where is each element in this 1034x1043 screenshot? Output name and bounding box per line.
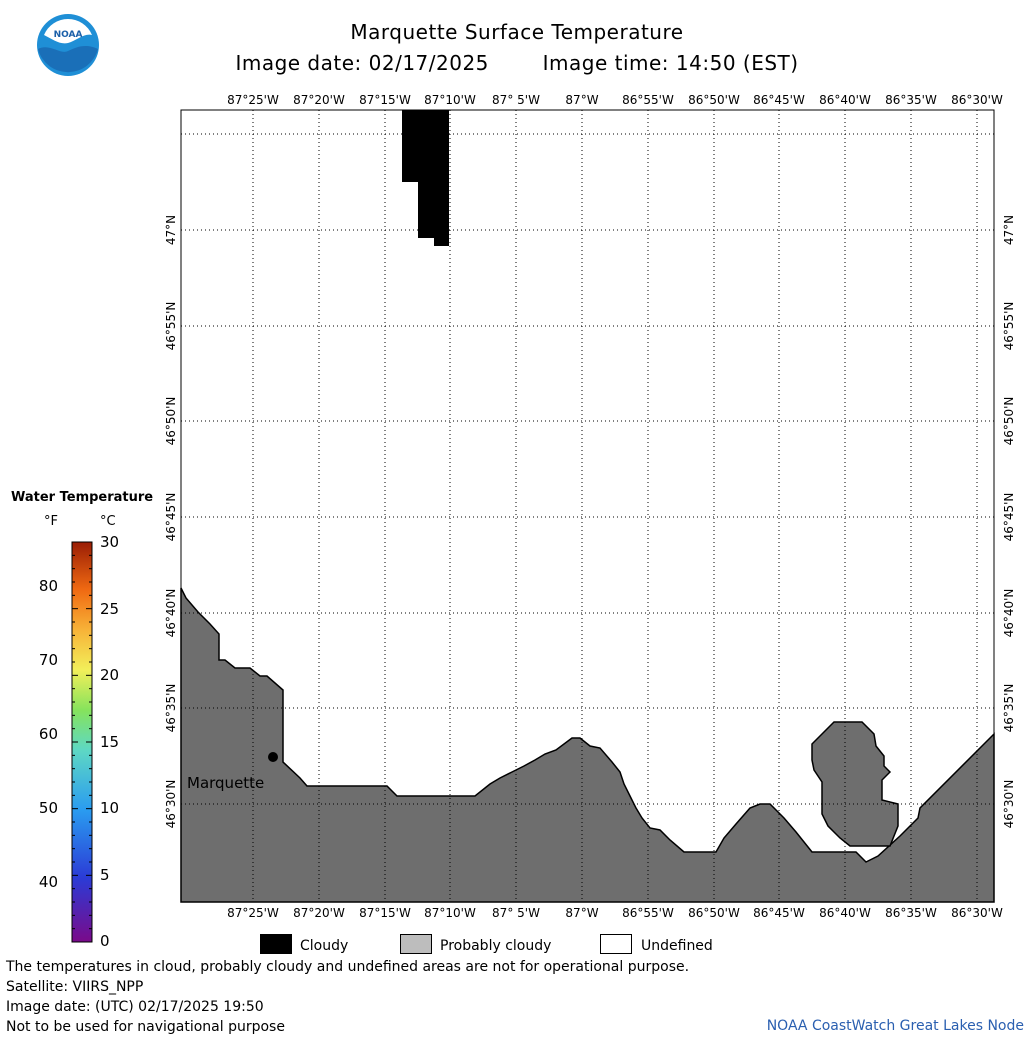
colorbar-c-label: 30 — [100, 533, 120, 551]
colorbar-c-label: 10 — [100, 799, 120, 817]
land-south-shore — [180, 587, 995, 903]
lat-labels-right: 47°N 46°55'N 46°50'N 46°45'N 46°40'N 46°35'N 4… — [1002, 215, 1016, 829]
noaa-logo: NOAA — [36, 13, 100, 77]
lon-label-top: 87° 5'W — [492, 93, 540, 107]
lon-label-bottom: 86°45'W — [753, 906, 805, 920]
lat-label-right: 46°35'N — [1002, 684, 1016, 733]
colorbar-c-label: 20 — [100, 666, 120, 684]
legend-swatch-probably-cloudy — [400, 934, 432, 954]
colorbar-f-label: 60 — [38, 725, 58, 744]
map-subtitle: Image date: 02/17/2025 Image time: 14:50… — [0, 51, 1034, 75]
map-svg: 87°25'W 87°20'W 87°15'W 87°10'W 87° 5'W 87°W 8… — [164, 93, 1016, 920]
map-title: Marquette Surface Temperature — [350, 20, 684, 44]
lon-label-bottom: 87°10'W — [424, 906, 476, 920]
credit-text: NOAA CoastWatch Great Lakes Node — [766, 1018, 1024, 1034]
lat-label-right: 47°N — [1002, 215, 1016, 245]
lon-labels-top: 87°25'W 87°20'W 87°15'W 87°10'W 87° 5'W 87°W 8… — [227, 93, 1003, 107]
graticule — [181, 110, 994, 902]
logo-text: NOAA — [54, 30, 83, 40]
colorbar-c-label: 0 — [100, 932, 110, 950]
image-time: Image time: 14:50 (EST) — [542, 51, 799, 75]
lon-label-bottom: 87°25'W — [227, 906, 279, 920]
map-area: 87°25'W 87°20'W 87°15'W 87°10'W 87° 5'W 87°W 8… — [164, 93, 1016, 920]
lat-label-left: 46°50'N — [164, 397, 178, 446]
legend-label-probably-cloudy: Probably cloudy — [440, 938, 552, 954]
lon-label-bottom: 86°30'W — [951, 906, 1003, 920]
lon-label-bottom: 87°20'W — [293, 906, 345, 920]
lon-label-top: 86°40'W — [819, 93, 871, 107]
lon-label-top: 86°55'W — [622, 93, 674, 107]
lon-label-top: 87°15'W — [359, 93, 411, 107]
lat-label-right: 46°50'N — [1002, 397, 1016, 446]
colorbar-f-label: 40 — [38, 872, 58, 891]
lon-label-bottom: 87°15'W — [359, 906, 411, 920]
lon-label-top: 87°W — [565, 93, 598, 107]
legend-swatch-undefined — [600, 934, 632, 954]
city-label: Marquette — [187, 774, 264, 792]
legend-label-undefined: Undefined — [641, 938, 713, 954]
lat-labels-left: 47°N 46°55'N 46°50'N 46°45'N 46°40'N 46°35'N 4… — [164, 215, 178, 829]
lon-label-top: 87°10'W — [424, 93, 476, 107]
lon-label-top: 86°35'W — [885, 93, 937, 107]
city-marker — [268, 752, 278, 762]
lat-label-right: 46°45'N — [1002, 493, 1016, 542]
land-east-patch — [811, 721, 899, 847]
lon-label-top: 86°50'W — [688, 93, 740, 107]
warning-note: The temperatures in cloud, probably clou… — [6, 959, 690, 975]
colorbar-c-label: 5 — [100, 865, 110, 884]
lat-label-left: 46°40'N — [164, 589, 178, 638]
colorbar-unit-f: °F — [44, 514, 58, 529]
lon-label-top: 86°30'W — [951, 93, 1003, 107]
satellite-note: Satellite: VIIRS_NPP — [6, 979, 144, 995]
lon-label-bottom: 86°55'W — [622, 906, 674, 920]
colorbar-f-label: 80 — [38, 577, 58, 596]
map-frame — [180, 109, 995, 903]
lat-label-left: 47°N — [164, 215, 178, 245]
lon-label-top: 87°20'W — [293, 93, 345, 107]
colorbar-c-label: 15 — [100, 732, 120, 751]
utc-date-note: Image date: (UTC) 02/17/2025 19:50 — [6, 999, 264, 1015]
lat-label-right: 46°55'N — [1002, 302, 1016, 351]
colorbar-f-label: 70 — [38, 651, 58, 670]
colorbar-c-label: 25 — [100, 599, 120, 618]
lon-labels-bottom: 87°25'W 87°20'W 87°15'W 87°10'W 87° 5'W 87°W 8… — [227, 906, 1003, 920]
navigation-note: Not to be used for navigational purpose — [6, 1019, 285, 1035]
lon-label-bottom: 86°35'W — [885, 906, 937, 920]
lat-label-left: 46°45'N — [164, 493, 178, 542]
lat-label-left: 46°55'N — [164, 302, 178, 351]
lon-label-top: 87°25'W — [227, 93, 279, 107]
colorbar-f-label: 50 — [38, 799, 58, 817]
lat-label-right: 46°30'N — [1002, 780, 1016, 829]
lat-label-right: 46°40'N — [1002, 589, 1016, 638]
colorbar-unit-c: °C — [100, 514, 116, 529]
lon-label-top: 86°45'W — [753, 93, 805, 107]
lon-label-bottom: 87° 5'W — [492, 906, 540, 920]
lat-label-left: 46°30'N — [164, 780, 178, 829]
lon-label-bottom: 87°W — [565, 906, 598, 920]
colorbar — [68, 541, 96, 943]
lon-label-bottom: 86°40'W — [819, 906, 871, 920]
image-date: Image date: 02/17/2025 — [235, 51, 489, 75]
legend-swatch-cloudy — [260, 934, 292, 954]
colorbar-title: Water Temperature — [11, 490, 154, 505]
cloudy-area — [402, 110, 449, 246]
lon-label-bottom: 86°50'W — [688, 906, 740, 920]
lat-label-left: 46°35'N — [164, 684, 178, 733]
legend-label-cloudy: Cloudy — [300, 938, 349, 954]
